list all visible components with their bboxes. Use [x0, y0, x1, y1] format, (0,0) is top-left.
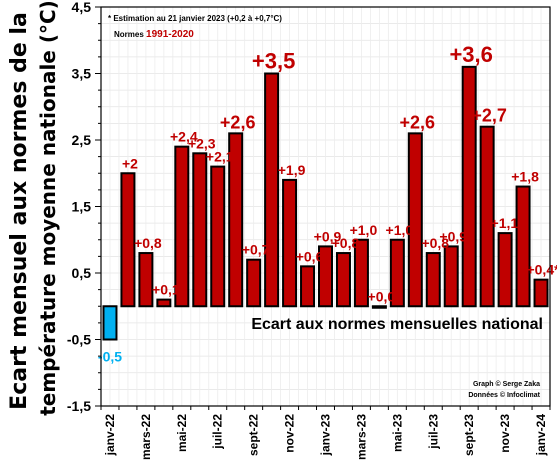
data-label: +3,5 — [252, 49, 295, 74]
x-tick-label: sept-22 — [247, 414, 261, 456]
data-label: +0,9 — [314, 228, 342, 244]
bar — [264, 72, 280, 308]
bar — [497, 232, 513, 308]
y-axis: 4,5 3,5 2,5 1,5 0,5 -0,5 -1,5 — [67, 0, 101, 414]
bar — [282, 178, 298, 308]
chart-caption: Ecart aux normes mensuelles national — [251, 316, 543, 333]
data-label: +1,8 — [511, 169, 539, 185]
bar — [461, 65, 477, 308]
x-tick-label: mars-22 — [139, 414, 153, 460]
x-tick-label: mars-23 — [354, 414, 368, 460]
data-label: +0,0 — [368, 288, 396, 304]
bar — [156, 298, 172, 308]
y-axis-title-line1: Ecart mensuel aux normes de la — [7, 12, 32, 410]
data-label: +2,4 — [170, 129, 198, 145]
x-tick-label: juil-22 — [211, 414, 225, 450]
data-label: +0,9 — [439, 228, 467, 244]
data-label: +1,9 — [278, 162, 306, 178]
bar — [425, 252, 441, 308]
data-label: +2,1 — [206, 149, 234, 165]
y-axis-title-line2: température moyenne nationale (°C) — [36, 0, 60, 416]
data-label: +2,6 — [220, 112, 256, 132]
bars-group — [102, 65, 549, 341]
bar — [389, 238, 405, 308]
data-label: -0,5 — [98, 349, 122, 365]
bar — [174, 145, 190, 308]
bar — [210, 165, 226, 308]
x-tick-label: janv-23 — [319, 414, 333, 457]
bar — [335, 252, 351, 308]
normes-note: Normes 1991-2020 — [114, 29, 194, 40]
credit-graph: Graph © Serge Zaka — [473, 380, 540, 388]
bar — [138, 252, 154, 308]
y-tick-label: 3,5 — [72, 66, 92, 82]
data-label: +0,6 — [296, 248, 324, 264]
x-tick-label: nov-22 — [283, 414, 297, 453]
data-label: +0,4* — [526, 262, 557, 278]
data-label: +2,6 — [400, 112, 436, 132]
normes-period: 1991-2020 — [146, 29, 194, 40]
bar — [407, 132, 423, 308]
bar — [371, 305, 387, 309]
data-label: +2,7 — [471, 106, 507, 126]
plot-frame — [100, 6, 551, 407]
estimation-note: * Estimation au 21 janvier 2023 (+0,2 à … — [108, 14, 282, 23]
bar — [479, 125, 495, 308]
data-label: +3,6 — [449, 42, 492, 67]
data-label: +2 — [122, 155, 138, 171]
x-tick-label: nov-23 — [498, 414, 512, 453]
y-tick-label: 2,5 — [72, 132, 92, 148]
x-tick-label: janv-24 — [534, 414, 548, 457]
bar — [318, 245, 333, 308]
x-tick-label: mai-23 — [390, 414, 404, 452]
bar — [246, 258, 262, 308]
bar — [300, 265, 316, 308]
y-tick-label: 0,5 — [72, 265, 92, 281]
data-label: +0,8 — [421, 235, 449, 251]
bar — [515, 185, 531, 308]
y-tick-label: 4,5 — [72, 0, 92, 15]
normes-prefix: Normes — [114, 30, 146, 39]
data-labels-group: -0,5 +2 +0,8 +0,1 +2,4+2,3+2,1 +2,6 +0,7 +3,5 +1… — [98, 42, 557, 365]
bar — [533, 278, 549, 308]
credit-data: Données © Infoclimat — [468, 391, 540, 399]
data-label: +0,8 — [134, 235, 162, 251]
data-label: +1,0 — [386, 222, 414, 238]
y-tick-label: -1,5 — [67, 398, 91, 414]
x-tick-label: mai-22 — [175, 414, 189, 452]
x-axis: janv-22 mars-22 mai-22 juil-22 sept-22 nov-22… — [100, 406, 551, 460]
y-tick-label: 1,5 — [72, 199, 92, 215]
x-tick-label: sept-23 — [462, 414, 476, 456]
bar — [102, 305, 118, 341]
bar — [120, 172, 136, 308]
data-label: +1,1* — [491, 215, 525, 231]
data-label: +0,8 — [332, 235, 360, 251]
data-label: +2,3 — [188, 135, 216, 151]
data-label: +0,7 — [242, 242, 270, 258]
x-tick-label: juil-23 — [426, 414, 440, 450]
data-label: +1,0 — [350, 222, 378, 238]
bar — [228, 132, 244, 308]
data-label: +0,1 — [152, 282, 180, 298]
bar — [353, 238, 369, 308]
x-tick-label: janv-22 — [103, 414, 117, 457]
bar — [443, 245, 459, 308]
y-tick-label: -0,5 — [67, 332, 91, 348]
bar — [192, 152, 208, 308]
